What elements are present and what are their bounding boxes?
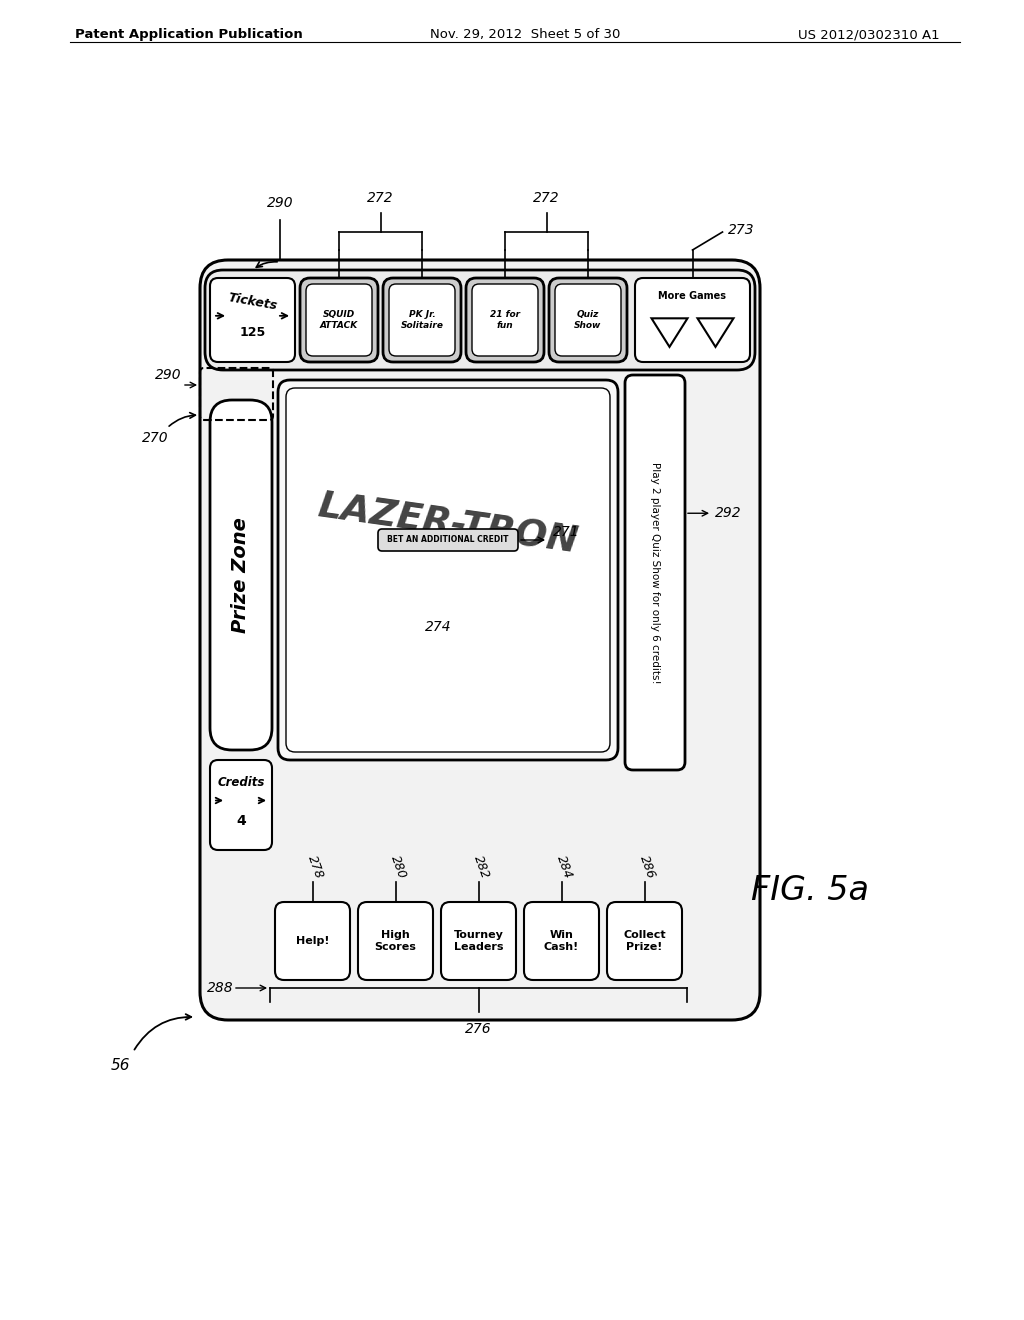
FancyBboxPatch shape: [358, 902, 433, 979]
Text: Nov. 29, 2012  Sheet 5 of 30: Nov. 29, 2012 Sheet 5 of 30: [430, 28, 621, 41]
Text: 288: 288: [207, 981, 233, 995]
Text: Prize Zone: Prize Zone: [231, 517, 251, 632]
FancyBboxPatch shape: [441, 902, 516, 979]
Text: Quiz
Show: Quiz Show: [574, 310, 602, 330]
Text: Tickets: Tickets: [226, 290, 279, 313]
Text: 292: 292: [715, 507, 741, 520]
Text: High
Scores: High Scores: [375, 931, 417, 952]
Text: LAZER-TRON: LAZER-TRON: [315, 488, 581, 561]
FancyBboxPatch shape: [635, 279, 750, 362]
Text: 276: 276: [465, 1022, 492, 1036]
FancyBboxPatch shape: [389, 284, 455, 356]
Text: 272: 272: [368, 191, 394, 205]
FancyBboxPatch shape: [306, 284, 372, 356]
Text: 125: 125: [240, 326, 265, 339]
Text: Play 2 player Quiz Show for only 6 credits!: Play 2 player Quiz Show for only 6 credi…: [650, 462, 660, 684]
Text: 290: 290: [266, 195, 293, 210]
Text: 286: 286: [637, 854, 657, 880]
Text: 278: 278: [305, 854, 326, 880]
FancyBboxPatch shape: [625, 375, 685, 770]
FancyBboxPatch shape: [286, 388, 610, 752]
Text: FIG. 5a: FIG. 5a: [751, 874, 869, 907]
Text: 21 for
fun: 21 for fun: [489, 310, 520, 330]
Text: 4: 4: [237, 814, 246, 828]
Text: Tourney
Leaders: Tourney Leaders: [454, 931, 504, 952]
Text: Collect
Prize!: Collect Prize!: [624, 931, 666, 952]
FancyBboxPatch shape: [210, 279, 295, 362]
Text: BET AN ADDITIONAL CREDIT: BET AN ADDITIONAL CREDIT: [387, 536, 509, 544]
FancyBboxPatch shape: [300, 279, 378, 362]
Text: PK Jr.
Solitaire: PK Jr. Solitaire: [400, 310, 443, 330]
Text: 272: 272: [534, 191, 560, 205]
Text: Credits: Credits: [217, 776, 264, 789]
Text: 282: 282: [471, 854, 492, 880]
FancyBboxPatch shape: [383, 279, 461, 362]
FancyBboxPatch shape: [472, 284, 538, 356]
Text: More Games: More Games: [658, 292, 726, 301]
Text: US 2012/0302310 A1: US 2012/0302310 A1: [799, 28, 940, 41]
FancyBboxPatch shape: [210, 400, 272, 750]
Text: Patent Application Publication: Patent Application Publication: [75, 28, 303, 41]
Text: 56: 56: [111, 1057, 130, 1072]
FancyBboxPatch shape: [524, 902, 599, 979]
FancyBboxPatch shape: [205, 271, 755, 370]
Text: 290: 290: [155, 368, 181, 381]
FancyBboxPatch shape: [466, 279, 544, 362]
FancyBboxPatch shape: [378, 529, 518, 550]
Text: 284: 284: [554, 854, 574, 880]
Text: 274: 274: [425, 620, 452, 634]
Text: SQUID
ATTACK: SQUID ATTACK: [319, 310, 358, 330]
FancyBboxPatch shape: [607, 902, 682, 979]
FancyBboxPatch shape: [210, 760, 272, 850]
Text: 280: 280: [388, 854, 409, 880]
FancyBboxPatch shape: [278, 380, 618, 760]
Text: 270: 270: [141, 432, 168, 445]
Text: Help!: Help!: [296, 936, 330, 946]
Text: Win
Cash!: Win Cash!: [544, 931, 580, 952]
FancyBboxPatch shape: [549, 279, 627, 362]
FancyBboxPatch shape: [275, 902, 350, 979]
FancyBboxPatch shape: [555, 284, 621, 356]
FancyBboxPatch shape: [200, 260, 760, 1020]
Text: 273: 273: [727, 223, 754, 238]
Text: 271: 271: [553, 525, 580, 539]
